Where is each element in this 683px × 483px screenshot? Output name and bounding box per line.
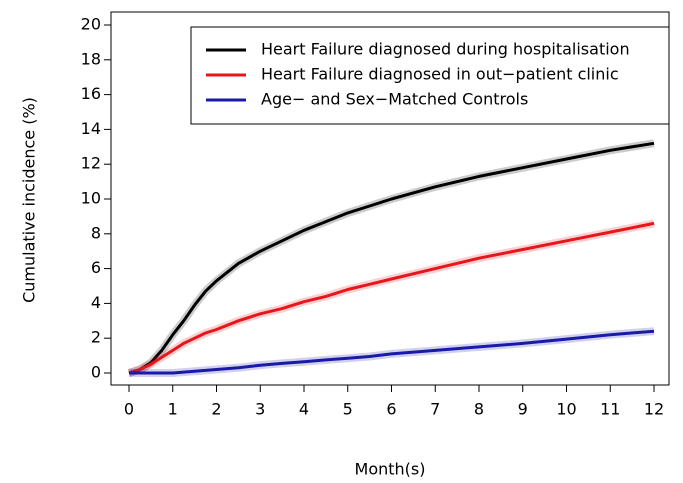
y-tick-label: 16 xyxy=(81,84,101,103)
y-tick-label: 8 xyxy=(91,223,101,242)
x-tick-label: 6 xyxy=(386,400,396,419)
legend-label: Heart Failure diagnosed in out−patient c… xyxy=(261,65,619,84)
y-tick-label: 20 xyxy=(81,15,101,34)
x-axis-label: Month(s) xyxy=(355,460,426,479)
y-tick-label: 2 xyxy=(91,328,101,347)
legend-label: Heart Failure diagnosed during hospitali… xyxy=(261,40,630,59)
y-tick-label: 14 xyxy=(81,119,101,138)
x-tick-label: 5 xyxy=(343,400,353,419)
x-tick-label: 10 xyxy=(556,400,576,419)
x-tick-label: 1 xyxy=(168,400,178,419)
x-tick-label: 9 xyxy=(518,400,528,419)
x-tick-label: 12 xyxy=(644,400,664,419)
y-tick-label: 0 xyxy=(91,363,101,382)
y-tick-label: 12 xyxy=(81,154,101,173)
legend-label: Age− and Sex−Matched Controls xyxy=(261,90,528,109)
x-tick-label: 3 xyxy=(255,400,265,419)
x-tick-label: 11 xyxy=(600,400,620,419)
series-line xyxy=(129,329,655,375)
y-tick-label: 10 xyxy=(81,189,101,208)
x-tick-label: 8 xyxy=(474,400,484,419)
y-axis-label: Cumulative incidence (%) xyxy=(20,97,39,303)
x-tick-label: 7 xyxy=(430,400,440,419)
y-tick-label: 6 xyxy=(91,258,101,277)
legend-box xyxy=(190,26,670,125)
series-line xyxy=(128,141,655,375)
y-tick-label: 4 xyxy=(91,293,101,312)
series-line xyxy=(128,221,655,375)
x-tick-label: 0 xyxy=(124,400,134,419)
x-tick-label: 2 xyxy=(211,400,221,419)
x-tick-label: 4 xyxy=(299,400,309,419)
y-tick-label: 18 xyxy=(81,49,101,68)
